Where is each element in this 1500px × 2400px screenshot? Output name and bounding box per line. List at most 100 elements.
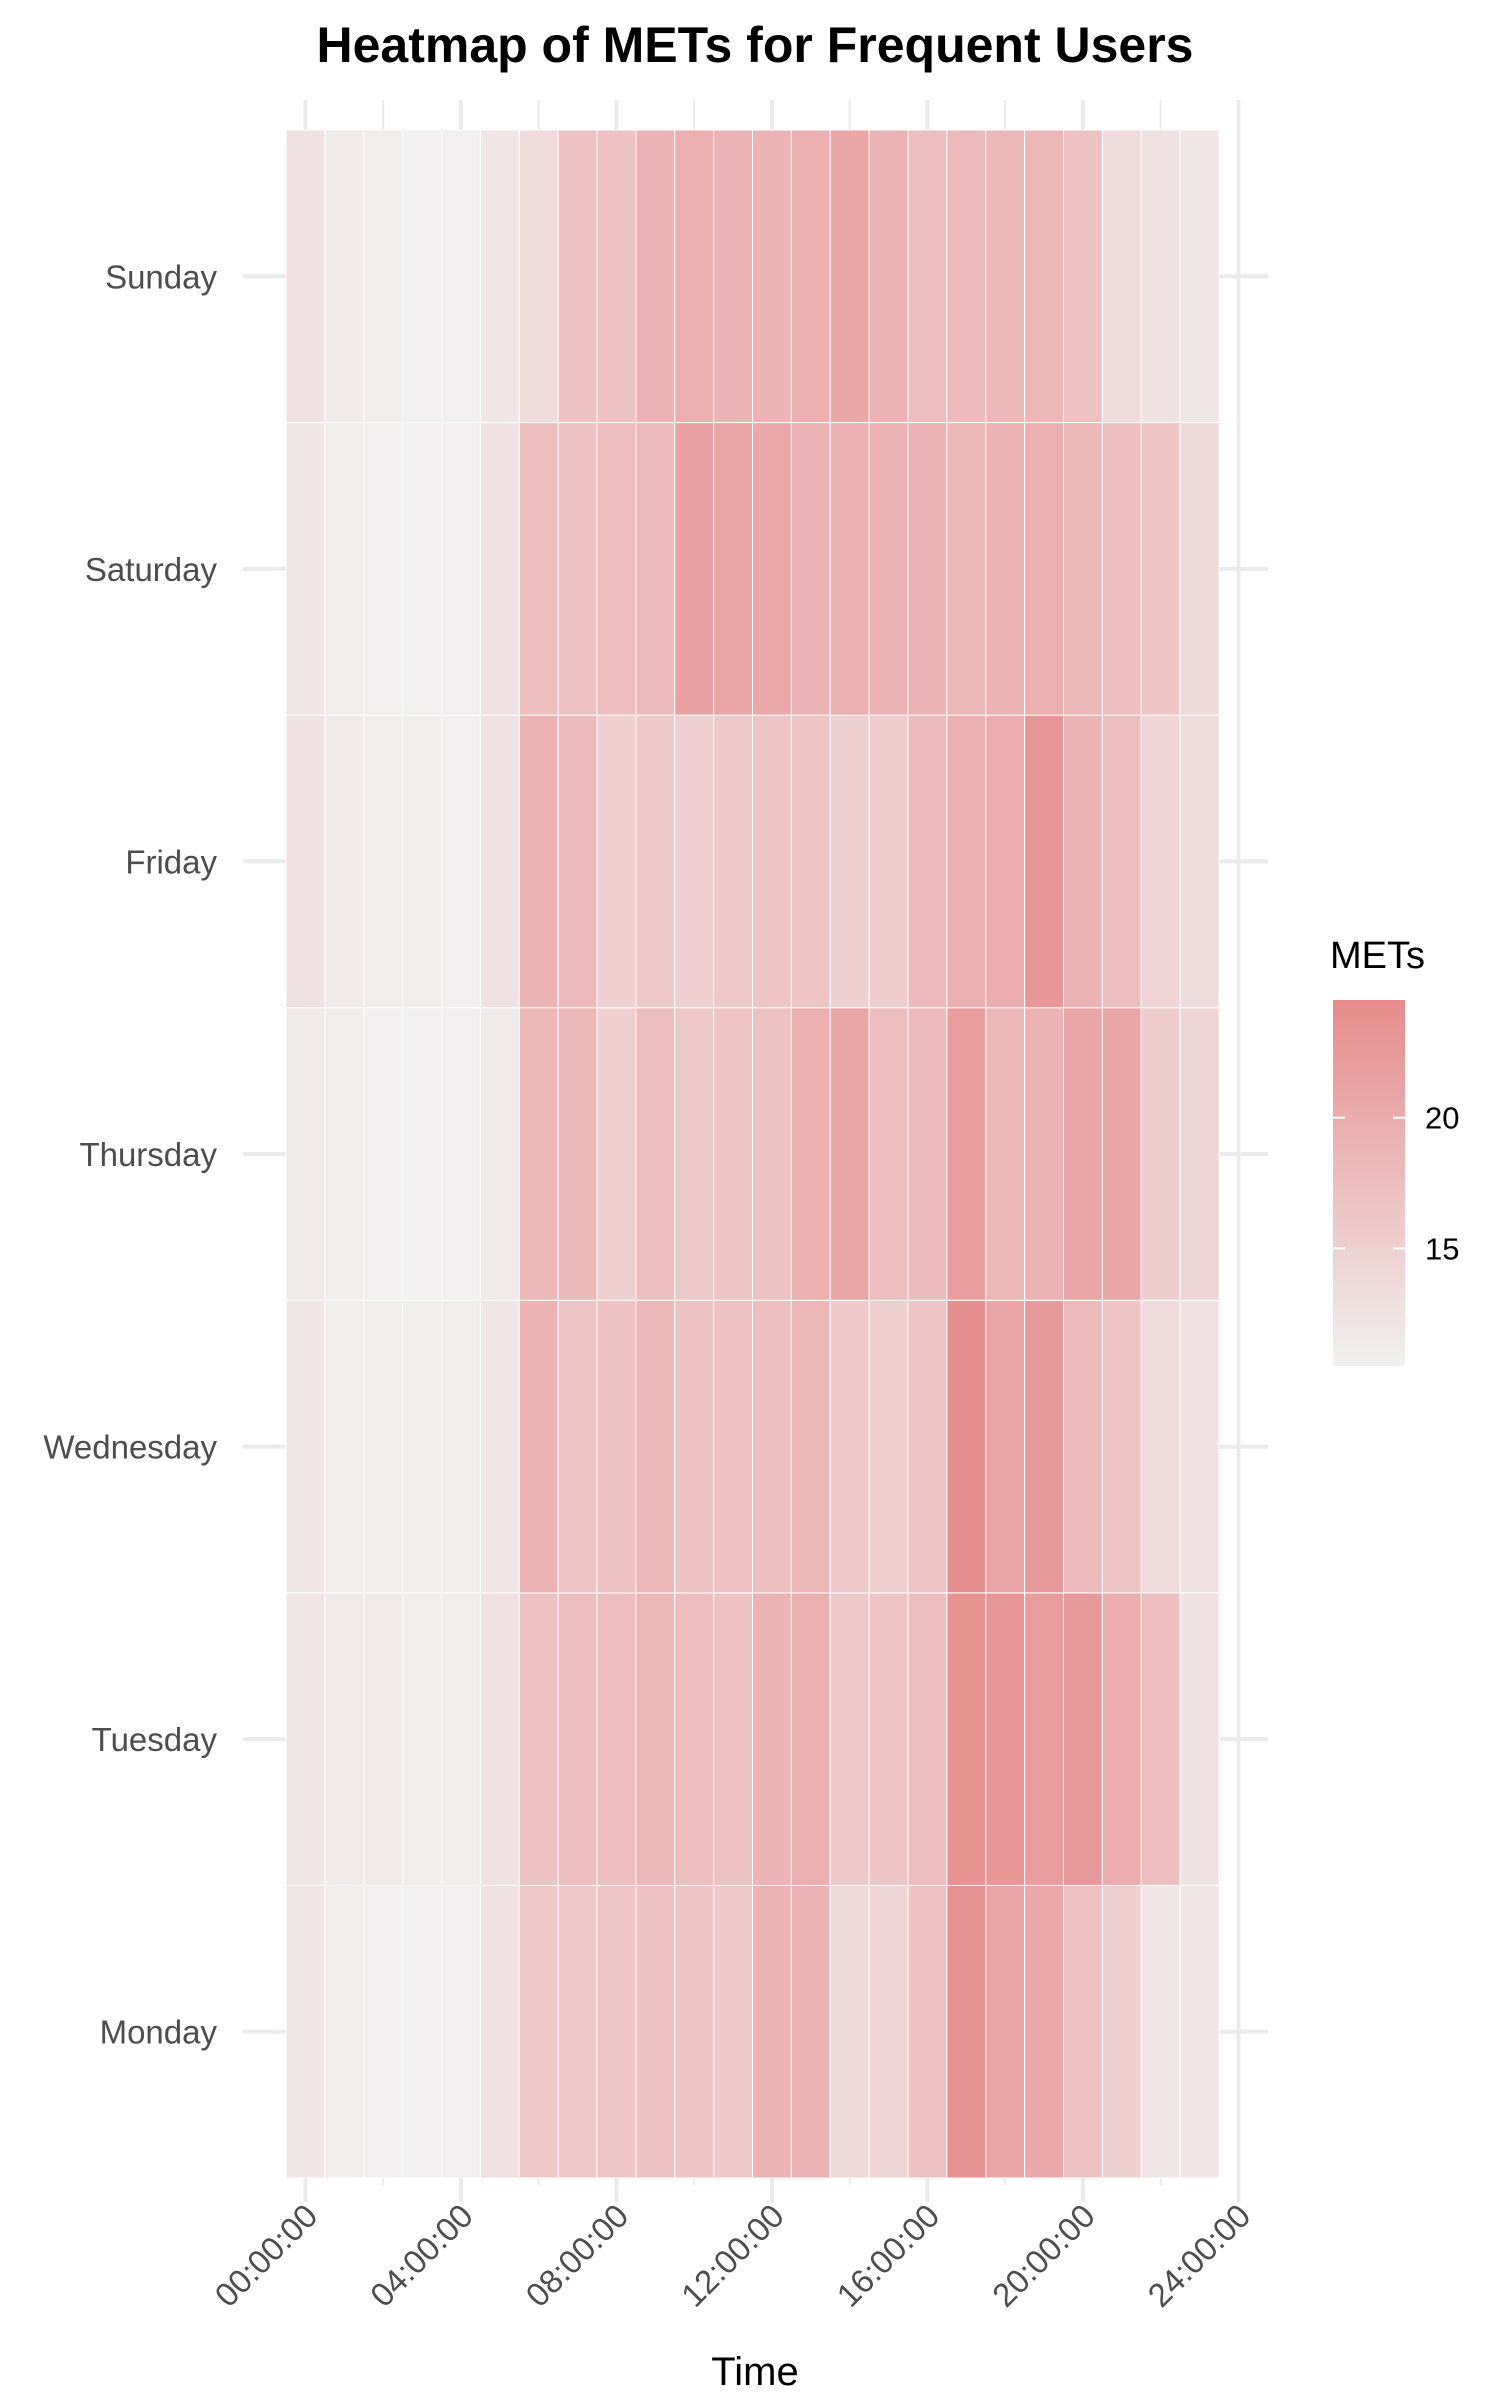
heatmap-cell xyxy=(674,422,715,716)
heatmap-cell xyxy=(985,1299,1026,1594)
heatmap-cell xyxy=(713,129,753,424)
heatmap-cell xyxy=(363,714,404,1009)
heatmap-cell xyxy=(596,422,637,716)
heatmap-cell xyxy=(907,1884,948,2179)
heatmap-cell xyxy=(1140,129,1181,424)
heatmap-cell xyxy=(985,1884,1026,2179)
heatmap-cell xyxy=(985,1592,1026,1886)
heatmap-cell xyxy=(441,714,481,1009)
heatmap-cell xyxy=(635,1884,676,2179)
colorbar-tick-label: 20 xyxy=(1425,1101,1459,1136)
heatmap-cell xyxy=(752,1007,792,1301)
heatmap-cell xyxy=(557,714,598,1009)
heatmap-cell xyxy=(363,422,404,716)
heatmap-cell xyxy=(829,1884,870,2179)
heatmap-cell xyxy=(1024,1299,1064,1594)
heatmap-cell xyxy=(752,1299,792,1594)
x-tick-label: 08:00:00 xyxy=(518,2197,635,2314)
heatmap-cell xyxy=(557,1299,598,1594)
heatmap-cell xyxy=(363,1007,404,1301)
heatmap-cell xyxy=(557,1007,598,1301)
heatmap-cell xyxy=(596,1007,637,1301)
x-tick-label: 20:00:00 xyxy=(985,2197,1102,2314)
heatmap-cell xyxy=(713,1299,753,1594)
colorbar-tick-label: 15 xyxy=(1425,1231,1459,1266)
heatmap-cell xyxy=(441,1007,481,1301)
heatmap-cell xyxy=(402,422,442,716)
heatmap-cell xyxy=(946,1884,987,2179)
heatmap-cell xyxy=(674,1007,715,1301)
heatmap-cell xyxy=(518,129,559,424)
heatmap-cell xyxy=(363,1299,404,1594)
heatmap-cell xyxy=(1101,1299,1142,1594)
heatmap-cell xyxy=(402,1884,442,2179)
heatmap-cell xyxy=(285,1007,326,1301)
heatmap-cell xyxy=(402,1299,442,1594)
heatmap-cell xyxy=(479,714,520,1009)
heatmap-cell xyxy=(635,714,676,1009)
heatmap-cell xyxy=(596,714,637,1009)
heatmap-cell xyxy=(790,1592,831,1886)
heatmap-cell xyxy=(324,1592,365,1886)
heatmap-cell xyxy=(1024,714,1064,1009)
heatmap-cell xyxy=(402,1592,442,1886)
heatmap-cell xyxy=(790,1884,831,2179)
heatmap-cell xyxy=(596,129,637,424)
heatmap-cell xyxy=(518,422,559,716)
heatmap-cell xyxy=(1024,129,1064,424)
heatmap-cell xyxy=(868,1884,909,2179)
heatmap-cell xyxy=(363,1884,404,2179)
heatmap-cell xyxy=(829,1299,870,1594)
heatmap-cell xyxy=(1140,1884,1181,2179)
heatmap-cell xyxy=(829,422,870,716)
heatmap-cell xyxy=(402,129,442,424)
heatmap-cell xyxy=(518,1592,559,1886)
x-tick-label: 00:00:00 xyxy=(207,2197,324,2314)
heatmap-cell xyxy=(868,1592,909,1886)
heatmap-cell xyxy=(324,1299,365,1594)
heatmap-cell xyxy=(752,1592,792,1886)
heatmap-cell xyxy=(1179,1884,1220,2179)
heatmap-cell xyxy=(868,1299,909,1594)
heatmap-cell xyxy=(1063,1007,1103,1301)
heatmap-cell xyxy=(363,129,404,424)
heatmap-cell xyxy=(285,422,326,716)
heatmap-cell xyxy=(518,1007,559,1301)
heatmap-cell xyxy=(907,714,948,1009)
heatmap-cells xyxy=(285,129,1220,2179)
heatmap-cell xyxy=(1179,129,1220,424)
y-tick-label: Friday xyxy=(125,843,217,880)
heatmap-cell xyxy=(518,1884,559,2179)
heatmap-cell xyxy=(829,1592,870,1886)
heatmap-cell xyxy=(713,1592,753,1886)
heatmap-cell xyxy=(596,1884,637,2179)
heatmap-cell xyxy=(829,129,870,424)
heatmap-cell xyxy=(1024,422,1064,716)
heatmap-cell xyxy=(635,1299,676,1594)
y-tick-label: Wednesday xyxy=(43,1429,217,1466)
heatmap-cell xyxy=(946,1592,987,1886)
heatmap-cell xyxy=(946,714,987,1009)
heatmap-cell xyxy=(441,1884,481,2179)
heatmap-cell xyxy=(324,714,365,1009)
heatmap-cell xyxy=(907,422,948,716)
heatmap-cell xyxy=(907,1299,948,1594)
heatmap-cell xyxy=(752,422,792,716)
heatmap-cell xyxy=(790,1299,831,1594)
heatmap-cell xyxy=(1101,1592,1142,1886)
heatmap-cell xyxy=(1179,1592,1220,1886)
heatmap-cell xyxy=(985,422,1026,716)
heatmap-cell xyxy=(1063,1299,1103,1594)
heatmap-cell xyxy=(1024,1884,1064,2179)
heatmap-cell xyxy=(1063,129,1103,424)
x-tick-label: 24:00:00 xyxy=(1140,2197,1257,2314)
heatmap-cell xyxy=(324,129,365,424)
heatmap-cell xyxy=(1101,1007,1142,1301)
y-tick-label: Tuesday xyxy=(92,1721,218,1758)
heatmap-cell xyxy=(635,1007,676,1301)
chart-title: Heatmap of METs for Frequent Users xyxy=(316,17,1193,73)
heatmap-cell xyxy=(1101,129,1142,424)
